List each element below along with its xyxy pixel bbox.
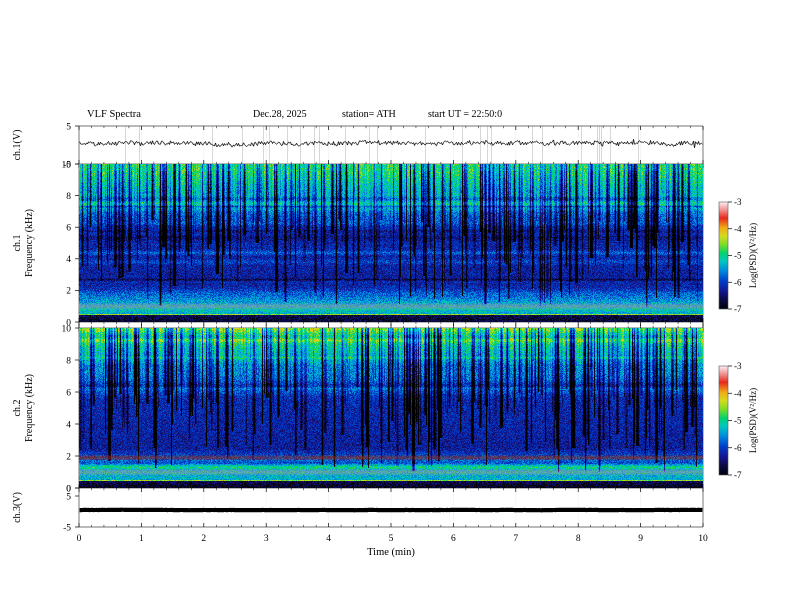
svg-text:8: 8	[66, 192, 71, 202]
svg-text:Frequency (kHz): Frequency (kHz)	[24, 374, 35, 442]
svg-text:4: 4	[66, 255, 71, 265]
svg-text:VLF Spectra: VLF Spectra	[87, 109, 141, 120]
svg-text:-7: -7	[734, 470, 742, 480]
svg-text:4: 4	[326, 534, 331, 544]
svg-text:10: 10	[62, 160, 72, 170]
svg-text:Time (min): Time (min)	[367, 547, 415, 558]
svg-text:2: 2	[66, 287, 71, 297]
svg-text:ch.2: ch.2	[12, 400, 23, 417]
svg-text:-3: -3	[734, 361, 742, 371]
svg-text:0: 0	[77, 534, 82, 544]
svg-text:3: 3	[264, 534, 269, 544]
svg-text:5: 5	[66, 122, 71, 132]
svg-text:5: 5	[66, 492, 71, 502]
svg-text:10: 10	[698, 534, 708, 544]
svg-text:-5: -5	[734, 416, 742, 426]
svg-text:7: 7	[513, 534, 518, 544]
svg-text:Log(PSD)(V²/Hz): Log(PSD)(V²/Hz)	[748, 223, 758, 288]
svg-text:6: 6	[66, 388, 71, 398]
svg-text:ch.3(V): ch.3(V)	[12, 492, 23, 523]
svg-text:2: 2	[201, 534, 206, 544]
svg-text:8: 8	[576, 534, 581, 544]
svg-text:-6: -6	[734, 443, 742, 453]
svg-text:2: 2	[66, 452, 71, 462]
svg-text:1: 1	[139, 534, 144, 544]
svg-text:6: 6	[66, 224, 71, 234]
svg-text:ch.1: ch.1	[12, 235, 23, 252]
svg-text:start UT = 22:50:0: start UT = 22:50:0	[428, 109, 502, 120]
svg-text:-5: -5	[63, 523, 71, 533]
svg-text:-7: -7	[734, 304, 742, 314]
svg-text:6: 6	[451, 534, 456, 544]
svg-text:station= ATH: station= ATH	[342, 109, 396, 120]
svg-text:Log(PSD)(V²/Hz): Log(PSD)(V²/Hz)	[748, 388, 758, 453]
svg-text:9: 9	[638, 534, 643, 544]
svg-text:-3: -3	[734, 197, 742, 207]
svg-text:5: 5	[389, 534, 394, 544]
svg-text:ch.1(V): ch.1(V)	[12, 130, 23, 161]
svg-text:10: 10	[62, 324, 72, 334]
svg-text:-5: -5	[734, 251, 742, 261]
svg-text:8: 8	[66, 356, 71, 366]
svg-text:-6: -6	[734, 277, 742, 287]
svg-text:4: 4	[66, 420, 71, 430]
svg-text:-4: -4	[734, 224, 742, 234]
svg-text:Frequency (kHz): Frequency (kHz)	[24, 209, 35, 277]
svg-text:-4: -4	[734, 388, 742, 398]
svg-text:Dec.28, 2025: Dec.28, 2025	[253, 109, 307, 120]
